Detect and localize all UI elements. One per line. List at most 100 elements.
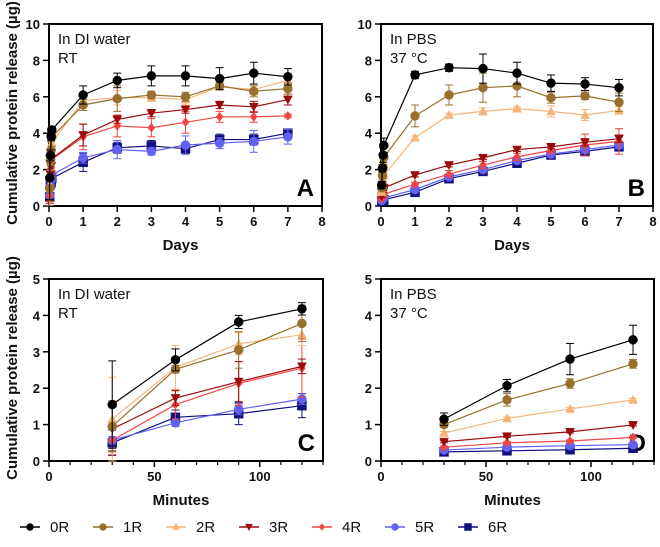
data-point [444,62,454,73]
data-point [379,140,389,151]
data-point [146,90,157,100]
data-point [503,437,511,448]
data-point [233,404,244,415]
series-5r [107,393,307,446]
data-point [249,68,259,78]
panel-letter: B [628,175,645,202]
legend-item-6r: 6R [458,519,507,536]
plot-frame [380,278,655,462]
data-point [282,95,293,105]
series-4r [108,338,306,456]
x-tick-label: 4 [182,214,190,229]
y-tick-label: 2 [33,163,40,178]
legend-marker [172,522,180,531]
data-point [214,73,225,84]
y-tick-label: 2 [365,163,372,178]
condition-label: In PBS [390,31,437,48]
data-point [112,93,122,104]
data-point [502,432,512,442]
x-tick-label: 0 [45,469,52,484]
data-point [614,97,624,108]
panel-a: 0 1 2 3 4 5 6 7 8 0 2 4 6 8 10 Days Cumulative protein r… [4,1,326,254]
y-tick-label: 8 [33,53,40,68]
data-point [180,92,191,102]
y-tick-label: 5 [33,272,40,287]
x-tick-label: 2 [445,214,452,229]
y-tick-label: 0 [365,199,372,214]
x-tick-label: 6 [581,214,588,229]
data-point [146,109,157,119]
data-point [410,171,420,181]
y-tick-label: 4 [33,308,41,323]
legend-item-2r: 2R [166,519,215,536]
data-point [580,91,590,101]
data-point [233,317,244,327]
y-tick-label: 6 [365,90,372,105]
data-point [444,109,454,119]
y-axis-title: Cumulative protein release (µg) [4,1,21,225]
data-point [215,111,224,122]
data-point [513,151,521,162]
y-tick-label: 10 [358,17,372,32]
y-tick-label: 6 [33,90,40,105]
series-2r [107,323,307,462]
data-point [410,111,420,121]
x-tick-label: 5 [547,214,554,229]
legend: 0R 1R 2R 3R 4R 5R 6R [20,519,507,536]
legend-item-5r: 5R [385,519,434,536]
y-tick-label: 3 [365,345,372,360]
series-0r [376,53,624,190]
data-point [546,143,556,152]
y-tick-label: 0 [33,199,40,214]
data-point [44,173,55,183]
series-line [443,399,634,434]
legend-marker [391,523,399,531]
series-4r [440,432,637,453]
data-point [296,362,307,372]
legend-label: 4R [342,519,361,536]
y-tick-label: 1 [33,418,40,433]
series-0r [107,302,307,449]
x-tick-label: 7 [615,214,622,229]
data-point [444,90,454,100]
legend-marker [26,523,34,531]
y-tick-label: 1 [365,418,372,433]
y-tick-label: 5 [365,272,372,287]
condition-label: In PBS [390,286,437,303]
data-point [546,92,556,103]
series-1r [439,358,638,430]
legend-item-3r: 3R [239,519,288,536]
data-point [113,121,122,131]
data-point [214,138,225,148]
y-tick-label: 0 [33,454,40,469]
x-axis-title: Minutes [153,492,210,509]
data-point [478,82,488,93]
x-tick-label: 100 [249,469,271,484]
panel-c: 0 50 100 0 1 2 3 4 5 Minutes Cumulative protein re… [4,256,324,509]
series-line [111,365,303,430]
x-tick-label: 7 [284,214,291,229]
data-point [440,442,448,453]
y-tick-label: 4 [365,126,373,141]
data-point [410,132,420,142]
data-point [233,345,244,355]
series-line [111,322,303,427]
data-point [146,71,157,81]
series-line [111,308,303,406]
data-point [565,403,575,413]
panel-letter: A [297,175,314,202]
condition-label: 37 °C [390,305,428,322]
legend-marker [318,523,326,531]
data-point [283,132,293,142]
condition-label: In DI water [58,286,131,303]
y-tick-label: 3 [33,345,40,360]
data-point [565,428,575,437]
y-tick-label: 2 [33,381,40,396]
data-point [233,377,244,387]
data-point [444,161,454,171]
data-point [112,75,122,86]
panel-letter: C [298,430,315,457]
data-point [628,394,638,404]
panel-b: 0 1 2 3 4 5 6 7 8 0 2 4 6 8 10 Days In PBS 37 °C B [358,17,657,254]
